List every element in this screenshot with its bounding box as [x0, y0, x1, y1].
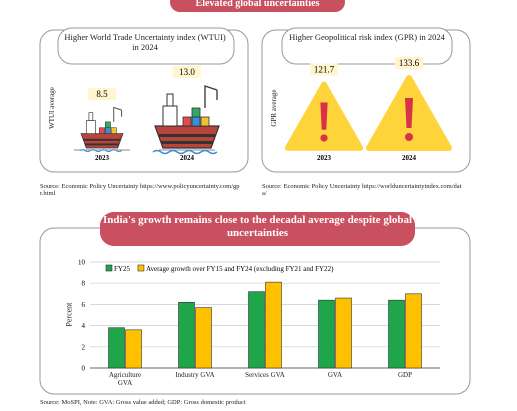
pictogram-mark — [152, 85, 220, 155]
bar — [405, 293, 422, 369]
crane — [113, 106, 123, 122]
footer: Source: MoSPI, Note: GVA: Gross value ad… — [40, 399, 246, 406]
legend-swatch — [137, 264, 145, 272]
container — [191, 107, 201, 118]
tower — [166, 93, 174, 107]
bar — [265, 281, 282, 369]
y-tick-label: 10 — [78, 259, 86, 267]
x-tick-label: GDP — [397, 371, 412, 379]
container — [105, 127, 111, 134]
x-tick-label: 2023 — [317, 154, 332, 162]
y-tick-label: 6 — [82, 301, 86, 309]
container — [200, 116, 210, 127]
x-tick-label: 2024 — [180, 154, 195, 162]
waves — [152, 149, 218, 155]
pictogram-mark — [366, 75, 452, 151]
x-tick-label: Industry GVA — [175, 371, 215, 379]
bang — [320, 102, 328, 130]
container — [99, 127, 105, 134]
value-label-bg — [310, 63, 338, 76]
bar — [178, 301, 195, 369]
tower — [162, 105, 178, 127]
x-tick-label: GVA — [327, 371, 343, 379]
pictogram-mark — [284, 81, 364, 151]
value-label-bg — [173, 66, 201, 78]
y-tick-label: 4 — [82, 322, 86, 330]
panel-title: Higher Geopolitical risk index (GPR) in … — [289, 32, 445, 42]
container — [110, 127, 117, 134]
x-tick-label: 2023 — [95, 154, 110, 162]
x-tick-label: Services GVA — [245, 371, 285, 379]
x-tick-label: Agriculture GVA — [108, 371, 142, 388]
value-label-bg — [88, 88, 116, 101]
y-axis-label: GPR average — [269, 89, 278, 127]
banner — [100, 212, 415, 246]
container — [191, 116, 201, 127]
legend-label: Average growth over FY15 and FY24 (exclu… — [146, 265, 334, 273]
bar — [108, 327, 125, 369]
value-label: 121.7 — [314, 65, 335, 75]
hull — [80, 133, 124, 149]
bang-dot — [405, 133, 413, 141]
waves — [79, 149, 122, 153]
value-label: 8.5 — [96, 89, 108, 99]
container — [105, 121, 111, 128]
stripe — [159, 134, 215, 137]
legend-swatch — [105, 264, 113, 272]
stripe — [161, 141, 213, 144]
bar — [195, 307, 212, 369]
bar — [125, 329, 142, 369]
y-axis-label: WTUI average — [47, 87, 56, 129]
legend-label: FY25 — [114, 265, 130, 273]
y-tick-label: 0 — [82, 365, 86, 373]
x-tick-label: 2024 — [402, 154, 417, 162]
bar — [388, 299, 405, 369]
bar — [318, 299, 335, 369]
y-tick-label: 8 — [82, 280, 86, 288]
value-label-bg — [395, 57, 423, 69]
crane — [204, 85, 218, 108]
bang — [405, 98, 413, 128]
source: Source: Economic Policy Uncertainty http… — [262, 183, 462, 198]
tower — [85, 120, 96, 134]
tower — [88, 112, 94, 121]
value-label: 13.0 — [179, 67, 195, 77]
bar — [335, 297, 352, 369]
banner — [170, 0, 345, 12]
value-label: 133.6 — [399, 58, 420, 68]
banner-title: Elevated global uncertainties — [195, 0, 320, 9]
source: Source: Economic Policy Uncertainty http… — [40, 183, 240, 198]
stripe — [85, 143, 119, 146]
bang-dot — [320, 134, 328, 142]
y-axis-label: Percent — [64, 302, 74, 327]
container — [182, 116, 192, 127]
stripe — [83, 138, 121, 141]
pill — [281, 27, 453, 65]
pictogram-mark — [79, 106, 124, 153]
pill — [57, 27, 235, 65]
panel-title: Higher World Trade Uncertainty index (WT… — [64, 32, 226, 52]
y-tick-label: 2 — [82, 343, 86, 351]
section-title: India's growth remains close to the deca… — [102, 214, 413, 239]
bar — [248, 291, 265, 369]
